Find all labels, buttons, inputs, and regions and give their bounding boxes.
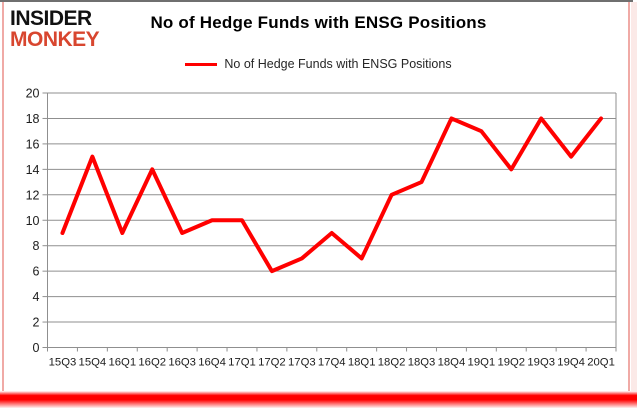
svg-text:16Q3: 16Q3: [168, 357, 196, 369]
svg-text:18Q2: 18Q2: [378, 357, 406, 369]
legend-line-swatch: [185, 62, 218, 66]
insider-monkey-logo: INSIDER MONKEY: [10, 7, 100, 51]
right-border-glow: [631, 2, 637, 391]
svg-text:19Q4: 19Q4: [557, 357, 585, 369]
gridlines: [42, 92, 617, 348]
legend: No of Hedge Funds with ENSG Positions: [0, 57, 637, 71]
svg-text:8: 8: [33, 239, 40, 253]
svg-text:17Q2: 17Q2: [258, 357, 286, 369]
svg-text:18Q4: 18Q4: [438, 357, 466, 369]
svg-text:6: 6: [33, 265, 40, 279]
svg-text:19Q3: 19Q3: [527, 357, 555, 369]
bottom-red-bar: [0, 391, 637, 408]
svg-text:18Q3: 18Q3: [408, 357, 436, 369]
logo-line-monkey: MONKEY: [10, 27, 100, 51]
svg-text:17Q1: 17Q1: [228, 357, 256, 369]
y-axis-labels: 0 2 4 6 8 10 12 14 16 18 20: [26, 87, 40, 356]
svg-text:17Q4: 17Q4: [318, 357, 346, 369]
right-border: [628, 2, 630, 391]
svg-text:0: 0: [33, 341, 40, 355]
svg-text:18Q1: 18Q1: [348, 357, 376, 369]
chart-title: No of Hedge Funds with ENSG Positions: [150, 13, 487, 32]
svg-text:2: 2: [33, 316, 40, 330]
svg-text:10: 10: [26, 214, 40, 228]
svg-text:16: 16: [26, 137, 40, 151]
svg-text:4: 4: [33, 290, 40, 304]
svg-text:12: 12: [26, 188, 40, 202]
svg-text:16Q4: 16Q4: [198, 357, 226, 369]
series-line: [60, 116, 604, 274]
svg-text:18: 18: [26, 112, 40, 126]
svg-text:15Q4: 15Q4: [79, 357, 107, 369]
x-axis-ticks: [47, 347, 617, 352]
svg-text:16Q2: 16Q2: [138, 357, 166, 369]
logo-line-insider: INSIDER: [10, 7, 92, 30]
svg-text:16Q1: 16Q1: [108, 357, 136, 369]
svg-text:20: 20: [26, 87, 40, 101]
svg-text:15Q3: 15Q3: [49, 357, 77, 369]
top-border: [0, 0, 633, 2]
svg-text:19Q1: 19Q1: [468, 357, 496, 369]
left-border: [2, 2, 4, 391]
svg-text:20Q1: 20Q1: [587, 357, 615, 369]
legend-label: No of Hedge Funds with ENSG Positions: [224, 57, 452, 71]
svg-text:17Q3: 17Q3: [288, 357, 316, 369]
svg-text:19Q2: 19Q2: [497, 357, 525, 369]
x-axis-labels: 15Q3 15Q4 16Q1 16Q2 16Q3 16Q4 17Q1 17Q2 17Q3 17Q4…: [49, 357, 615, 369]
svg-text:14: 14: [26, 163, 40, 177]
